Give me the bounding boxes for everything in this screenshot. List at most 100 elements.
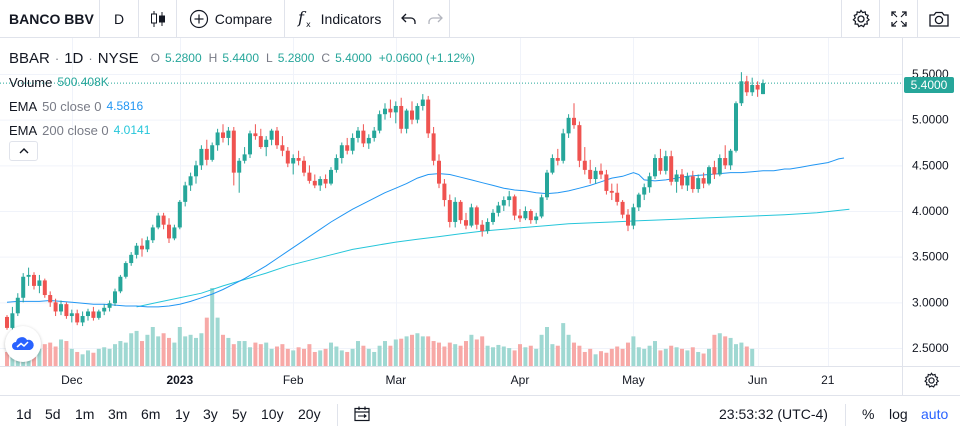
last-price-label: 5.4000 <box>904 77 954 93</box>
interval-button[interactable]: D <box>100 0 139 38</box>
log-scale-button[interactable]: log <box>889 406 908 422</box>
volume-bar <box>420 336 425 366</box>
candle-body <box>42 280 47 296</box>
legend-collapse-button[interactable] <box>9 141 38 161</box>
percent-scale-button[interactable]: % <box>862 406 875 422</box>
candle-body <box>334 158 339 170</box>
price-tick-label: 3.5000 <box>912 250 949 264</box>
legend-ema50[interactable]: EMA 50 close 0 4.5816 <box>9 94 477 118</box>
candle-body <box>150 227 155 241</box>
legend-main-series[interactable]: BBAR · 1D · NYSE O 5.2800 H 5.4400 L 5.2800… <box>9 46 477 70</box>
candle-body <box>21 276 26 298</box>
legend-close-key: C <box>321 51 331 65</box>
candle-body <box>690 176 695 190</box>
candle-body <box>426 99 431 134</box>
candle-body <box>680 174 684 186</box>
volume-bar <box>258 344 263 366</box>
chart-type-button[interactable] <box>139 0 177 38</box>
volume-bar <box>215 317 220 366</box>
volume-bar <box>701 353 706 366</box>
compare-button[interactable]: Compare <box>177 0 285 38</box>
range-button-10y[interactable]: 10y <box>261 406 284 422</box>
price-chart[interactable]: 2.50003.00003.50004.00004.50005.00005.50… <box>0 38 960 395</box>
volume-bar <box>307 344 312 366</box>
candle-body <box>663 156 668 171</box>
volume-bar <box>577 345 582 366</box>
volume-bar <box>512 350 517 366</box>
fullscreen-button[interactable] <box>880 0 918 38</box>
volume-bar <box>642 348 647 366</box>
volume-bar <box>264 342 269 366</box>
volume-bar <box>728 337 733 366</box>
candle-body <box>674 174 679 182</box>
legend-interval: 1D <box>64 49 84 67</box>
candle-body <box>744 81 749 93</box>
undo-icon[interactable] <box>400 12 417 26</box>
volume-bar <box>5 351 9 366</box>
go-to-date-button[interactable] <box>353 405 371 428</box>
symbol-search-button[interactable]: BANCO BBV <box>0 0 100 38</box>
legend-ema50-value: 4.5816 <box>106 99 144 113</box>
snapshot-button[interactable] <box>918 0 960 38</box>
candle-body <box>658 158 663 171</box>
range-button-1y[interactable]: 1y <box>175 406 190 422</box>
range-button-5y[interactable]: 5y <box>232 406 247 422</box>
candle-body <box>593 170 598 180</box>
range-button-3m[interactable]: 3m <box>108 406 128 422</box>
redo-icon[interactable] <box>427 12 443 26</box>
volume-bar <box>690 347 695 366</box>
range-button-5d[interactable]: 5d <box>45 406 61 422</box>
candle-body <box>528 211 533 221</box>
candle-body <box>318 179 323 186</box>
candle-body <box>275 130 279 146</box>
volume-bar <box>480 336 485 366</box>
legend-high-value: 5.4400 <box>222 51 260 65</box>
legend-volume[interactable]: Volume 500.408K <box>9 70 477 94</box>
volume-bar <box>539 334 544 366</box>
clock-timezone[interactable]: 23:53:32 (UTC-4) <box>719 406 828 422</box>
volume-bar <box>123 342 128 366</box>
candle-body <box>442 183 447 201</box>
axis-settings-button[interactable] <box>923 372 940 394</box>
legend-ema200[interactable]: EMA 200 close 0 4.0141 <box>9 118 477 142</box>
chart-legend: BBAR · 1D · NYSE O 5.2800 H 5.4400 L 5.2800… <box>9 46 477 142</box>
candle-body <box>194 165 198 177</box>
candle-body <box>258 136 263 148</box>
legend-ema200-params: 200 close 0 <box>42 122 109 138</box>
volume-bar <box>582 351 587 366</box>
candle-body <box>226 130 231 138</box>
volume-bars <box>5 288 755 366</box>
settings-button[interactable] <box>842 0 880 38</box>
volume-bar <box>113 344 117 366</box>
volume-bar <box>102 347 107 366</box>
range-button-1d[interactable]: 1d <box>16 406 32 422</box>
auto-scale-button[interactable]: auto <box>921 406 949 422</box>
range-button-1m[interactable]: 1m <box>75 406 95 422</box>
time-axis[interactable]: Dec 2023 Feb Mar Apr May Jun 21 <box>61 373 835 387</box>
candle-body <box>296 158 301 161</box>
tradingview-logo[interactable] <box>5 326 41 362</box>
range-button-6m[interactable]: 6m <box>141 406 161 422</box>
range-button-3y[interactable]: 3y <box>203 406 218 422</box>
candle-body <box>453 201 458 222</box>
candle-body <box>626 214 630 226</box>
volume-bar <box>458 345 463 366</box>
candle-body <box>302 160 306 173</box>
time-tick-label: 2023 <box>166 373 193 387</box>
volume-bar <box>231 344 236 366</box>
bottom-toolbar: 1d 5d 1m 3m 6m 1y 3y 5y 10y 20y 23:53:32… <box>0 395 960 433</box>
price-axis[interactable]: 2.50003.00003.50004.00004.50005.00005.50… <box>912 67 949 355</box>
range-button-20y[interactable]: 20y <box>298 406 321 422</box>
candle-body <box>512 196 517 216</box>
volume-bar <box>167 337 171 366</box>
svg-text:f: f <box>297 9 307 27</box>
candle-body <box>96 311 101 318</box>
candle-body <box>447 200 452 222</box>
candle-body <box>10 313 15 328</box>
candle-body <box>48 295 53 303</box>
volume-bar <box>69 348 74 366</box>
candle-body <box>631 207 636 226</box>
volume-bar <box>323 348 328 366</box>
indicators-button[interactable]: f x Indicators <box>285 0 394 38</box>
interval-label: D <box>113 11 125 27</box>
